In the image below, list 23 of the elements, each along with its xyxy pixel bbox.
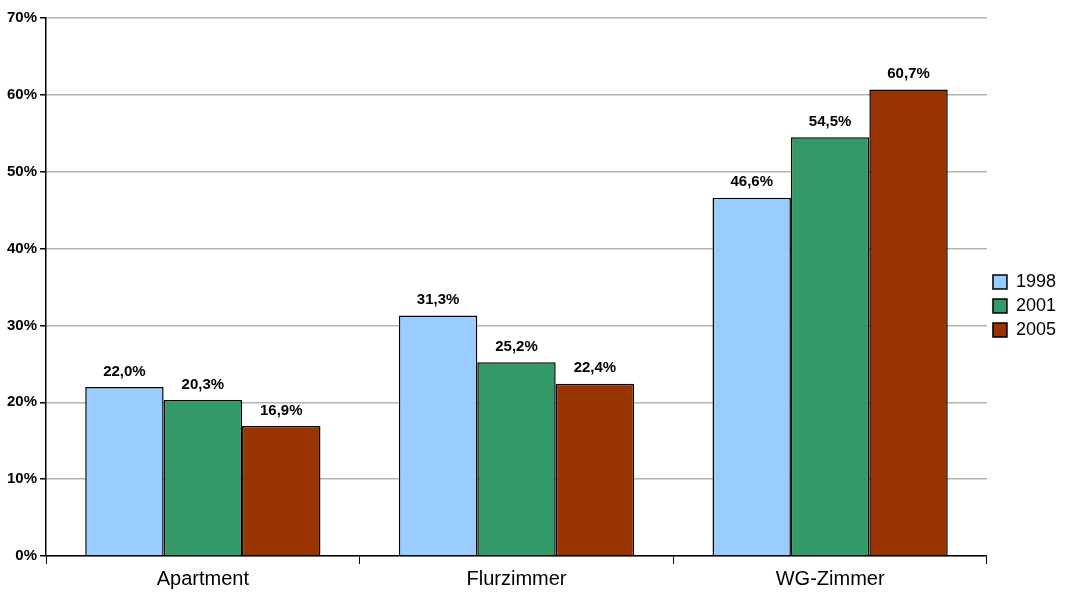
legend-label: 2001: [1015, 294, 1056, 315]
data-label: 22,0%: [103, 361, 146, 379]
x-tick-label: WG-Zimmer: [775, 566, 885, 589]
x-tick-label: Flurzimmer: [466, 566, 567, 589]
data-label: 16,9%: [259, 400, 303, 418]
x-tick-label: Apartment: [156, 566, 250, 589]
data-label: 54,5%: [808, 111, 852, 129]
data-label: 20,3%: [181, 374, 225, 392]
y-tick-label: 70%: [6, 8, 38, 26]
legend-label: 2005: [1015, 318, 1056, 339]
legend-label: 1998: [1015, 270, 1056, 291]
y-tick-label: 30%: [6, 315, 38, 333]
data-label: 60,7%: [887, 64, 930, 82]
y-tick-label: 20%: [6, 392, 38, 410]
y-tick-label: 60%: [6, 85, 38, 102]
y-tick-label: 40%: [6, 238, 38, 256]
y-tick-label: 0%: [15, 546, 38, 564]
y-tick-label: 10%: [6, 469, 38, 487]
data-label: 31,3%: [416, 290, 460, 308]
data-label: 22,4%: [573, 358, 617, 376]
data-label: 46,6%: [730, 172, 773, 190]
y-tick-label: 50%: [6, 161, 38, 179]
data-label: 25,2%: [495, 336, 538, 354]
